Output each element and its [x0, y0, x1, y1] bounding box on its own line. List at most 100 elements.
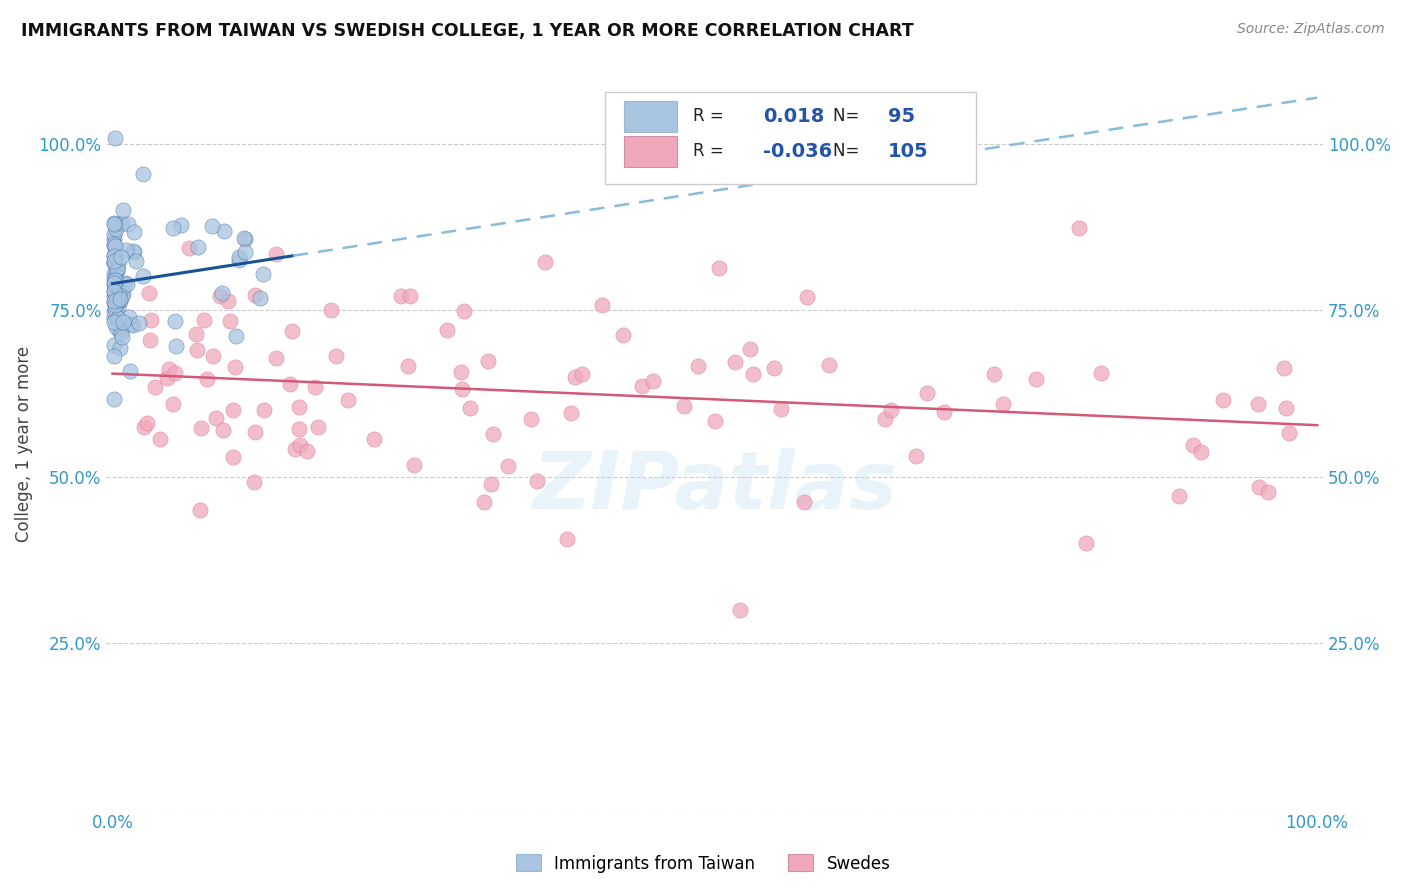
- Point: [571, 367, 593, 381]
- Point: [288, 438, 311, 452]
- Point: [104, 239, 127, 253]
- Point: [103, 253, 125, 268]
- Point: [287, 401, 309, 415]
- Point: [482, 427, 505, 442]
- Point: [104, 319, 127, 334]
- Point: [104, 277, 127, 292]
- Point: [228, 252, 250, 267]
- Point: [103, 284, 125, 298]
- Point: [297, 443, 319, 458]
- Point: [264, 351, 287, 366]
- Point: [188, 503, 211, 517]
- Point: [104, 218, 127, 232]
- Point: [337, 392, 360, 407]
- Point: [560, 406, 582, 420]
- Point: [120, 364, 142, 378]
- Point: [103, 237, 125, 252]
- Point: [103, 310, 125, 325]
- Point: [221, 450, 243, 464]
- Point: [591, 297, 613, 311]
- Point: [103, 338, 125, 352]
- Point: [103, 216, 125, 230]
- Point: [641, 374, 664, 388]
- Point: [118, 310, 141, 325]
- Point: [103, 305, 125, 319]
- Point: [917, 386, 939, 401]
- Point: [243, 475, 266, 490]
- Point: [1278, 426, 1301, 441]
- Point: [120, 317, 142, 331]
- Point: [389, 289, 412, 303]
- Point: [108, 292, 131, 306]
- Point: [672, 399, 695, 413]
- Point: [103, 284, 125, 298]
- Point: [193, 313, 215, 327]
- Point: [436, 323, 458, 337]
- Point: [451, 382, 474, 396]
- Point: [114, 276, 136, 290]
- Point: [728, 602, 751, 616]
- Point: [117, 217, 139, 231]
- Point: [288, 422, 311, 436]
- Point: [110, 250, 132, 264]
- Point: [105, 221, 128, 235]
- Point: [1074, 535, 1097, 549]
- Point: [252, 267, 274, 281]
- Point: [103, 349, 125, 363]
- Point: [496, 459, 519, 474]
- Point: [249, 291, 271, 305]
- Point: [219, 314, 242, 328]
- Point: [103, 272, 125, 286]
- Point: [162, 397, 184, 411]
- Point: [165, 314, 187, 328]
- Point: [111, 289, 134, 303]
- Text: 0.018: 0.018: [763, 107, 825, 126]
- Point: [204, 410, 226, 425]
- Point: [533, 255, 555, 269]
- Y-axis label: College, 1 year or more: College, 1 year or more: [15, 345, 32, 541]
- Point: [107, 300, 129, 314]
- Point: [103, 249, 125, 263]
- Point: [122, 244, 145, 259]
- Point: [103, 293, 125, 308]
- Point: [165, 339, 187, 353]
- Point: [111, 216, 134, 230]
- Point: [105, 261, 128, 276]
- Point: [103, 227, 125, 241]
- Point: [128, 316, 150, 330]
- Point: [304, 380, 326, 394]
- Point: [217, 294, 239, 309]
- Point: [450, 365, 472, 379]
- Point: [555, 532, 578, 546]
- Point: [103, 392, 125, 406]
- Point: [479, 477, 502, 491]
- Point: [139, 333, 162, 347]
- Point: [112, 202, 135, 217]
- Point: [224, 359, 246, 374]
- Point: [453, 304, 475, 318]
- Text: 105: 105: [887, 142, 928, 161]
- Point: [103, 277, 125, 291]
- Point: [1025, 372, 1047, 386]
- Text: N=: N=: [832, 107, 865, 125]
- Point: [280, 324, 302, 338]
- Legend: Immigrants from Taiwan, Swedes: Immigrants from Taiwan, Swedes: [509, 847, 897, 880]
- Point: [103, 315, 125, 329]
- Point: [1275, 401, 1298, 415]
- Point: [104, 266, 127, 280]
- Point: [103, 217, 125, 231]
- Point: [222, 403, 245, 417]
- Point: [212, 423, 235, 437]
- Text: N=: N=: [832, 143, 865, 161]
- Point: [686, 359, 709, 374]
- Point: [107, 311, 129, 326]
- Point: [404, 458, 426, 473]
- Point: [284, 442, 307, 457]
- Point: [108, 323, 131, 337]
- Text: IMMIGRANTS FROM TAIWAN VS SWEDISH COLLEGE, 1 YEAR OR MORE CORRELATION CHART: IMMIGRANTS FROM TAIWAN VS SWEDISH COLLEG…: [21, 22, 914, 40]
- Point: [108, 288, 131, 302]
- Point: [169, 218, 191, 232]
- Point: [104, 293, 127, 307]
- Point: [138, 285, 160, 300]
- Point: [1249, 480, 1271, 494]
